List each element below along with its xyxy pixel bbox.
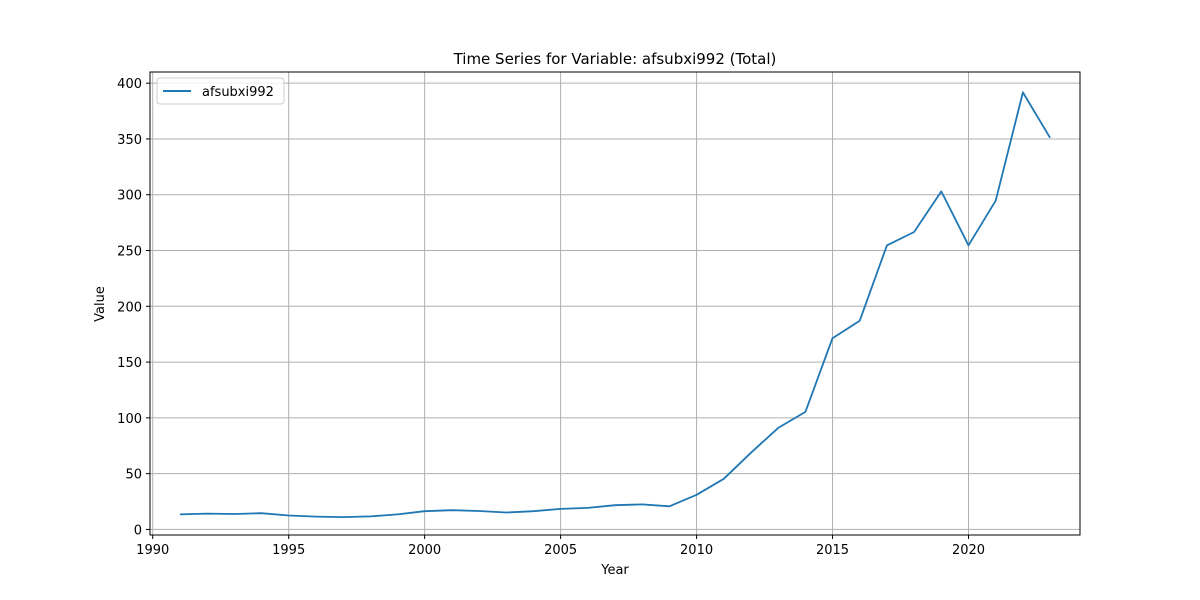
y-tick-label: 400 <box>117 77 142 92</box>
y-tick-label: 50 <box>125 468 142 483</box>
legend: afsubxi992 <box>156 77 285 105</box>
y-tick-label: 200 <box>117 300 142 315</box>
x-axis-label: Year <box>600 563 629 578</box>
y-tick-label: 150 <box>117 356 142 371</box>
x-tick-label: 2020 <box>952 543 985 558</box>
y-tick-label: 250 <box>117 245 142 260</box>
x-tick-label: 2000 <box>408 543 441 558</box>
legend-box <box>156 77 285 105</box>
x-tick-label: 2010 <box>680 543 713 558</box>
y-tick-label: 100 <box>117 412 142 427</box>
series-layer <box>179 91 1051 518</box>
y-tick-label: 0 <box>134 523 142 538</box>
x-tick-label: 2005 <box>544 543 577 558</box>
y-tick-label: 300 <box>117 189 142 204</box>
y-tick-label: 350 <box>117 133 142 148</box>
y-axis-label: Value <box>93 286 108 322</box>
x-tick-label: 1995 <box>272 543 305 558</box>
axis-ticks: 1990 1995 2000 2005 2010 2015 2020 0 50 100 150 200… <box>117 77 985 558</box>
chart-title: Time Series for Variable: afsubxi992 (To… <box>453 50 777 68</box>
legend-label: afsubxi992 <box>202 85 274 100</box>
x-tick-label: 2015 <box>816 543 849 558</box>
series-line <box>179 91 1051 518</box>
plot-frame <box>149 71 1081 536</box>
grid <box>150 72 1080 535</box>
x-tick-label: 1990 <box>136 543 169 558</box>
